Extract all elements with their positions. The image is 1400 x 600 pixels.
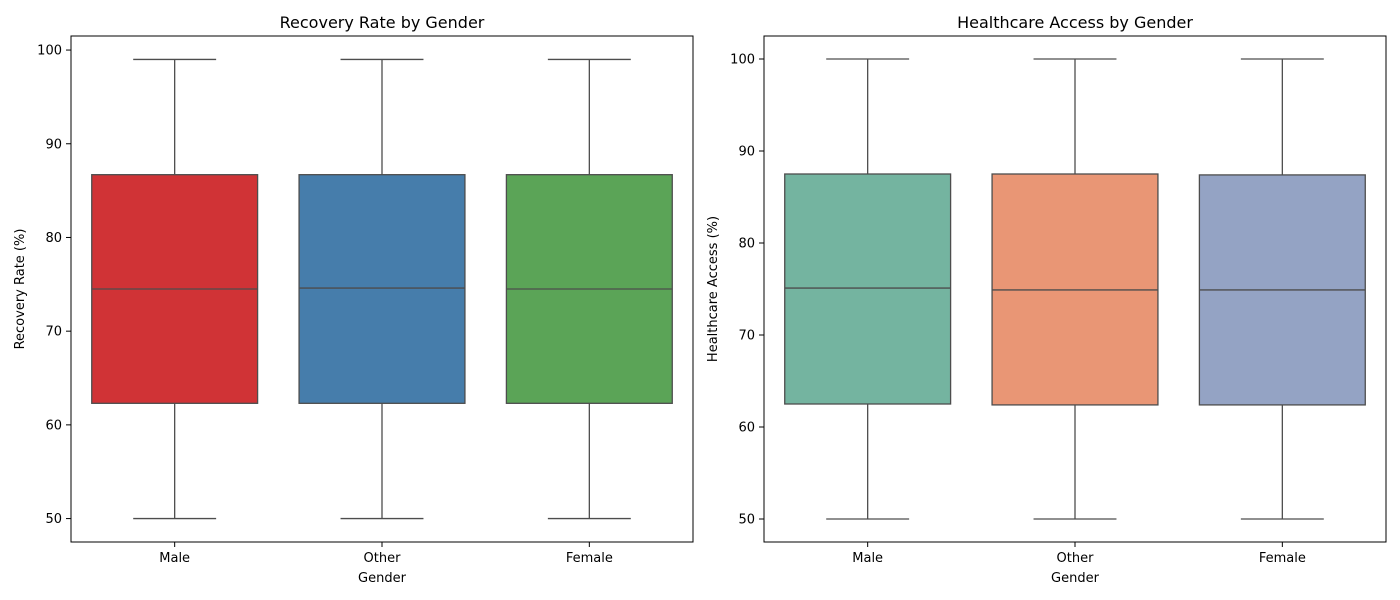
y-tick-label: 60 xyxy=(738,421,755,436)
y-tick-label: 70 xyxy=(738,329,755,344)
y-tick-label: 100 xyxy=(37,44,62,59)
box-other xyxy=(991,58,1159,520)
y-tick-label: 90 xyxy=(45,137,62,152)
y-tick-label: 70 xyxy=(45,325,62,340)
y-tick-label: 80 xyxy=(738,237,755,252)
x-tick-label: Female xyxy=(566,551,613,566)
box-female xyxy=(1198,58,1366,520)
chart-title: Recovery Rate by Gender xyxy=(280,13,485,32)
x-axis-label: Gender xyxy=(358,571,407,586)
y-axis-label: Recovery Rate (%) xyxy=(13,229,28,350)
chart-panel-2: 50 60 70 80 90 100 Male Other Female Healthcare A… xyxy=(706,13,1387,586)
y-tick-label: 100 xyxy=(730,53,755,68)
x-axis-label: Gender xyxy=(1051,571,1100,586)
x-tick-label: Female xyxy=(1259,551,1306,566)
y-tick-label: 80 xyxy=(45,231,62,246)
y-tick-label: 90 xyxy=(738,145,755,160)
y-axis-label: Healthcare Access (%) xyxy=(706,216,721,362)
x-tick-label: Male xyxy=(159,551,190,566)
box-iqr xyxy=(784,173,952,405)
x-tick-label: Other xyxy=(1057,551,1095,566)
x-tick-label: Other xyxy=(364,551,402,566)
box-other xyxy=(298,58,466,520)
box-male xyxy=(91,58,259,520)
x-tick-label: Male xyxy=(852,551,883,566)
box-iqr xyxy=(298,174,466,404)
box-female xyxy=(505,58,673,520)
box-male xyxy=(784,58,952,520)
chart-title: Healthcare Access by Gender xyxy=(957,13,1193,32)
y-tick-label: 60 xyxy=(45,418,62,433)
y-tick-label: 50 xyxy=(45,512,62,527)
y-tick-label: 50 xyxy=(738,513,755,528)
chart-panel-1: 50 60 70 80 90 100 Male Other Female Recovery Rat… xyxy=(13,13,694,586)
